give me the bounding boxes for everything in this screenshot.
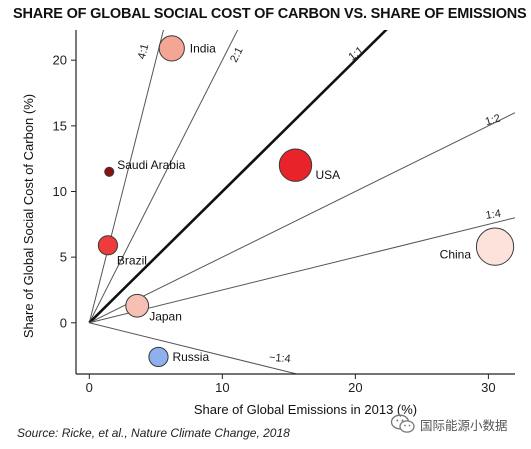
ratio-line-1-2	[89, 112, 515, 324]
point-label: China	[440, 248, 472, 262]
y-tick-label: 10	[53, 184, 67, 199]
y-tick-label: 15	[53, 118, 67, 133]
ratio-label: −1:4	[268, 352, 291, 366]
ratio-label: 2:1	[228, 45, 246, 64]
point-china	[475, 227, 515, 266]
ratio-label: 1:2	[484, 112, 502, 128]
point-label: USA	[316, 168, 341, 182]
ratio-line-2-1	[88, 30, 239, 324]
ratio-line--1-4	[89, 322, 299, 374]
wechat-icon	[390, 414, 415, 433]
point-india	[158, 35, 185, 62]
watermark-text: 国际能源小数据	[420, 418, 508, 433]
x-tick-label: 10	[215, 380, 229, 395]
chart-title: SHARE OF GLOBAL SOCIAL COST OF CARBON VS…	[13, 6, 527, 22]
point-usa	[278, 148, 313, 182]
y-tick-label: 20	[53, 53, 67, 68]
point-label: Russia	[172, 350, 209, 364]
point-label: Saudi Arabia	[117, 158, 185, 172]
ratio-line-1-4	[89, 217, 515, 324]
point-label: Brazil	[117, 253, 147, 267]
point-label: Japan	[149, 310, 182, 324]
point-japan	[125, 293, 150, 318]
source-note: Source: Ricke, et al., Nature Climate Ch…	[17, 426, 290, 440]
x-axis-label: Share of Global Emissions in 2013 (%)	[194, 402, 417, 417]
x-tick-label: 20	[348, 380, 362, 395]
ratio-label: 4:1	[136, 43, 152, 61]
ratio-label: 1:1	[346, 44, 365, 63]
x-tick-label: 0	[86, 380, 93, 395]
point-label: India	[190, 41, 216, 55]
point-brazil	[97, 235, 119, 256]
watermark: 国际能源小数据	[390, 414, 508, 434]
y-tick-label: 5	[60, 250, 67, 265]
x-tick-label: 30	[481, 380, 495, 395]
point-saudi-arabia	[104, 166, 115, 177]
y-axis-label: Share of Global Social Cost of Carbon (%…	[21, 94, 36, 338]
ratio-label: 1:4	[485, 208, 502, 222]
y-tick-label: 0	[60, 315, 67, 330]
point-russia	[148, 346, 169, 368]
ratio-line-1-1	[88, 30, 388, 324]
